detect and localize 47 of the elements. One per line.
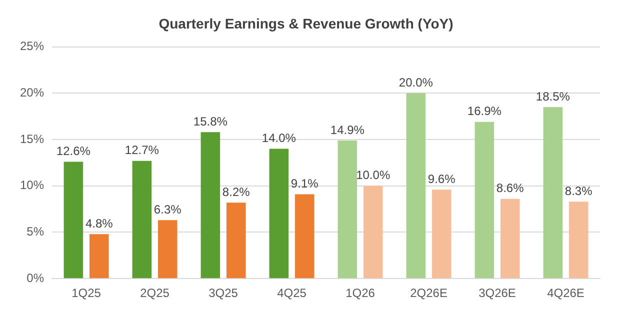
x-tick-label: 2Q25 xyxy=(140,286,170,300)
data-label: 8.2% xyxy=(222,184,250,199)
x-tick-label: 2Q26E xyxy=(410,286,448,300)
y-tick-label: 20% xyxy=(20,85,44,100)
data-label: 8.6% xyxy=(496,181,524,196)
x-tick-label: 3Q25 xyxy=(208,286,238,300)
data-label: 12.6% xyxy=(56,144,91,158)
y-tick-label: 25% xyxy=(20,39,44,54)
data-label: 14.0% xyxy=(262,131,296,146)
bar xyxy=(338,140,358,278)
x-tick-label: 4Q26E xyxy=(547,286,584,300)
y-tick-label: 10% xyxy=(20,178,44,192)
bar xyxy=(543,107,563,278)
data-label: 9.6% xyxy=(428,172,456,186)
bar xyxy=(64,162,84,278)
bar xyxy=(432,190,452,278)
y-tick-label: 5% xyxy=(26,224,44,239)
bar xyxy=(132,160,152,278)
bar xyxy=(89,234,109,278)
data-label: 16.9% xyxy=(467,104,502,118)
bar xyxy=(226,202,246,278)
data-label: 15.8% xyxy=(193,114,228,128)
data-label: 14.9% xyxy=(330,122,365,137)
data-label: 20.0% xyxy=(398,75,434,90)
x-tick-label: 1Q25 xyxy=(72,286,102,300)
bar xyxy=(500,198,520,278)
data-label: 18.5% xyxy=(536,89,570,104)
bar xyxy=(568,202,588,278)
data-label: 6.3% xyxy=(154,202,182,216)
data-label: 8.3% xyxy=(564,184,593,198)
bar xyxy=(294,194,314,278)
bar xyxy=(406,93,426,278)
data-label: 12.7% xyxy=(124,143,160,158)
x-tick-label: 1Q26 xyxy=(346,286,376,300)
bar xyxy=(269,148,289,278)
chart-title: Quarterly Earnings & Revenue Growth (YoY) xyxy=(158,15,454,32)
y-tick-label: 15% xyxy=(20,132,44,146)
x-tick-label: 4Q25 xyxy=(277,286,307,300)
x-tick-label: 3Q26E xyxy=(478,286,516,300)
bar xyxy=(363,186,383,278)
bar xyxy=(200,132,220,278)
data-label: 10.0% xyxy=(356,168,390,182)
bar xyxy=(474,122,494,278)
bar xyxy=(158,220,178,278)
data-label: 9.1% xyxy=(290,176,319,191)
data-label: 4.8% xyxy=(85,216,114,230)
y-tick-label: 0% xyxy=(26,270,44,285)
